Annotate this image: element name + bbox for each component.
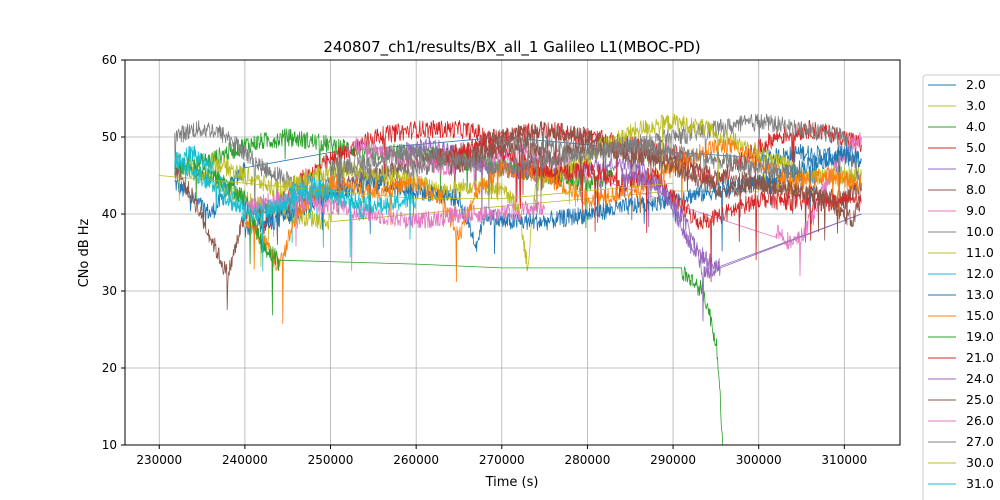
legend-entry: 15.0 (966, 308, 994, 323)
legend: 2.0 3.0 4.0 5.0 7.0 8.0 9.0 10.0 11.0 12.0 13.0 15.… (922, 74, 1000, 500)
legend-entry: 26.0 (966, 413, 994, 428)
y-tick-label: 10 (102, 438, 117, 452)
series-line-27.0 (330, 136, 802, 221)
x-tick-label: 290000 (650, 453, 696, 467)
y-tick-label: 50 (102, 130, 117, 144)
plot-background (125, 60, 900, 445)
legend-entry: 9.0 (966, 203, 986, 218)
x-tick-label: 250000 (308, 453, 354, 467)
series-line-24.0 (621, 167, 862, 322)
legend-entry: 19.0 (966, 329, 994, 344)
chart-title: 240807_ch1/results/BX_all_1 Galileo L1(M… (323, 38, 700, 57)
y-tick-label: 20 (102, 361, 117, 375)
legend-entry: 27.0 (966, 434, 994, 449)
legend-box (922, 74, 1000, 500)
legend-entry: 10.0 (966, 224, 994, 239)
series-line-19.0 (193, 159, 724, 445)
legend-entry: 12.0 (966, 266, 994, 281)
x-axis-label: Time (s) (485, 475, 539, 490)
y-tick-label: 40 (102, 207, 117, 221)
legend-entry: 4.0 (966, 119, 986, 134)
series-line-15.0 (244, 137, 862, 325)
legend-entry: 25.0 (966, 392, 994, 407)
legend-entry: 7.0 (966, 161, 986, 176)
x-tick-label: 300000 (736, 453, 782, 467)
legend-entry: 31.0 (966, 476, 994, 491)
x-tick-label: 310000 (821, 453, 867, 467)
x-tick-label: 260000 (393, 453, 439, 467)
plot-area: 230000 240000 250000 260000 270000 280000 2900… (102, 53, 901, 467)
x-tick-label: 240000 (222, 453, 268, 467)
legend-entry: 13.0 (966, 287, 994, 302)
y-tick-label: 30 (102, 284, 117, 298)
legend-entry: 2.0 (966, 77, 986, 92)
series-line-31.0 (176, 152, 417, 272)
legend-entry: 8.0 (966, 182, 986, 197)
x-tick-label: 280000 (565, 453, 611, 467)
series-line-26.0 (244, 190, 545, 271)
legend-entry: 21.0 (966, 350, 994, 365)
legend-entry: 24.0 (966, 371, 994, 386)
series-line-4.0 (174, 128, 614, 229)
x-tick-label: 270000 (479, 453, 525, 467)
series-line-8.0 (174, 120, 862, 311)
legend-entry: 30.0 (966, 455, 994, 470)
legend-entry: 5.0 (966, 140, 986, 155)
axes-frame (124, 59, 901, 446)
y-axis-label: CNo dB Hz (77, 218, 92, 287)
legend-entry: 11.0 (966, 245, 994, 260)
legend-entry: 3.0 (966, 98, 986, 113)
x-tick-label: 230000 (136, 453, 182, 467)
series-line-5.0 (261, 120, 862, 245)
series-line-11.0 (210, 112, 802, 272)
y-tick-label: 60 (102, 53, 117, 67)
